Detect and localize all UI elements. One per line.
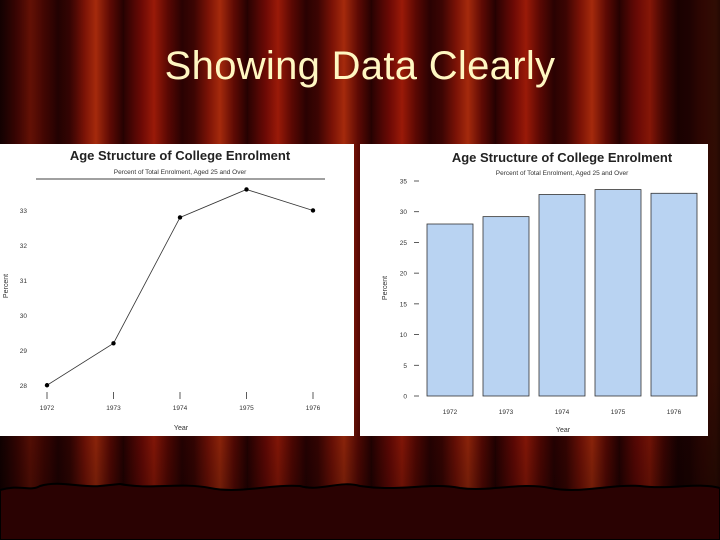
slide-title: Showing Data Clearly bbox=[164, 44, 556, 88]
y-tick-label: 33 bbox=[20, 208, 28, 215]
curtain-valance bbox=[0, 482, 720, 540]
y-axis-label: Percent bbox=[382, 276, 389, 300]
bar bbox=[426, 223, 474, 397]
y-tick-label: 28 bbox=[20, 383, 28, 390]
x-axis-label: Year bbox=[556, 427, 571, 434]
x-tick-label: 1976 bbox=[306, 405, 321, 412]
y-tick-label: 15 bbox=[400, 301, 408, 308]
x-tick-label: 1972 bbox=[443, 409, 458, 416]
y-tick-label: 32 bbox=[20, 243, 28, 250]
data-point bbox=[111, 341, 116, 346]
x-tick-label: 1973 bbox=[106, 405, 121, 412]
y-tick-label: 25 bbox=[400, 240, 408, 247]
y-axis-label: Percent bbox=[3, 274, 10, 298]
x-axis-label: Year bbox=[174, 425, 189, 432]
bar bbox=[538, 194, 586, 397]
chart-title: Age Structure of College Enrolment bbox=[452, 150, 673, 165]
x-tick-label: 1974 bbox=[555, 409, 570, 416]
y-tick-label: 10 bbox=[400, 332, 408, 339]
x-tick-label: 1976 bbox=[667, 409, 682, 416]
y-tick-label: 5 bbox=[403, 363, 407, 370]
bar bbox=[482, 216, 530, 397]
bar-chart-panel: Age Structure of College Enrolment Perce… bbox=[360, 144, 708, 436]
y-tick-label: 0 bbox=[403, 394, 407, 401]
line-chart-panel: Age Structure of College Enrolment Perce… bbox=[0, 144, 354, 436]
data-point bbox=[310, 208, 316, 213]
x-tick-label: 1974 bbox=[173, 405, 188, 412]
x-tick-label: 1973 bbox=[499, 409, 514, 416]
x-tick-label: 1975 bbox=[239, 405, 254, 412]
chart-title: Age Structure of College Enrolment bbox=[70, 148, 291, 163]
bar-chart: Age Structure of College Enrolment Perce… bbox=[382, 150, 698, 434]
bar bbox=[594, 189, 642, 397]
data-point bbox=[177, 215, 183, 220]
bar bbox=[650, 192, 698, 397]
x-tick-label: 1975 bbox=[611, 409, 626, 416]
chart-subtitle: Percent of Total Enrolment, Aged 25 and … bbox=[114, 169, 247, 176]
y-tick-label: 30 bbox=[400, 209, 408, 216]
x-tick-label: 1972 bbox=[40, 405, 55, 412]
y-tick-label: 30 bbox=[20, 313, 28, 320]
data-point bbox=[244, 187, 249, 192]
y-tick-label: 31 bbox=[20, 278, 28, 285]
line-chart: Age Structure of College Enrolment Perce… bbox=[3, 148, 325, 432]
chart-subtitle: Percent of Total Enrolment, Aged 25 and … bbox=[496, 170, 629, 177]
y-tick-label: 29 bbox=[20, 348, 28, 355]
y-tick-label: 20 bbox=[400, 271, 408, 278]
y-tick-label: 35 bbox=[400, 179, 408, 186]
data-point bbox=[44, 383, 50, 388]
